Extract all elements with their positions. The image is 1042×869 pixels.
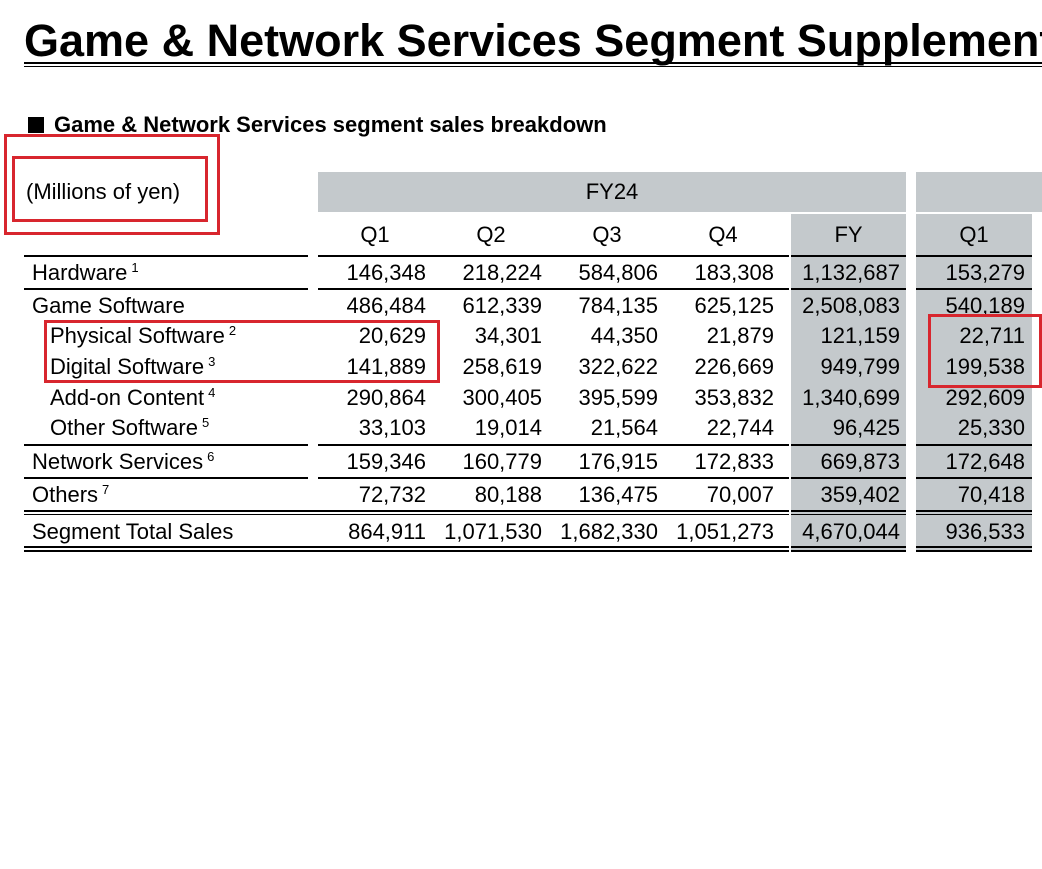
table-cell-q3: 584,806 [578,260,658,285]
table-cell-q1: 146,348 [346,260,426,285]
total-rule-bottom-2 [24,550,1032,552]
col-header-q4: Q4 [708,222,738,247]
table-cell-q3: 176,915 [578,449,658,474]
table-cell-q1: 864,911 [348,519,426,544]
table-cell-next-q1: 25,330 [957,415,1025,440]
group-header-fy24: FY24 [585,179,639,204]
row-rule [318,288,1032,290]
table-cell-q4: 70,007 [706,482,774,507]
total-rule-top [24,510,1032,512]
annotation-box-physical-digital-q1 [44,320,440,383]
page-title: Game & Network Services Segment Suppleme… [24,15,1042,66]
table-cell-q2: 612,339 [462,293,542,318]
table-cell-q4: 183,308 [694,260,774,285]
row-label-other-software: Other Software 5 [50,415,210,440]
next-group-band [916,172,1042,212]
col-header-next-q1: Q1 [959,222,989,247]
col-header-q1: Q1 [360,222,390,247]
annotation-box-inner-units [12,156,208,222]
table-cell-q2: 160,779 [462,449,542,474]
table-cell-q1: 20,629 [358,323,426,348]
table-cell-fy: 2,508,083 [802,293,900,318]
table-cell-fy: 1,132,687 [802,260,900,285]
table-cell-q1: 290,864 [346,385,426,410]
table-cell-fy: 1,340,699 [802,385,900,410]
square-bullet-icon [28,117,44,133]
table-cell-fy: 96,425 [832,415,900,440]
table-cell-q2: 19,014 [474,415,542,440]
table-cell-fy: 121,159 [820,323,900,348]
table-cell-q3: 395,599 [578,385,658,410]
row-label-segment-total: Segment Total Sales [32,519,234,544]
table-cell-next-q1: 540,189 [945,293,1025,318]
table-cell-fy: 359,402 [820,482,900,507]
row-rule [24,477,308,479]
annotation-box-outer-units [4,134,220,235]
table-cell-q1: 141,889 [346,354,426,379]
table-cell-q3: 1,682,330 [560,519,658,544]
table-cell-fy: 949,799 [820,354,900,379]
row-label-physical-software: Physical Software 2 [50,323,237,348]
table-cell-q4: 625,125 [694,293,774,318]
table-cell-q2: 1,071,530 [444,519,542,544]
table-cell-next-q1: 172,648 [945,449,1025,474]
row-label-digital-software: Digital Software 3 [50,354,216,379]
row-rule [24,255,308,257]
title-underline-thin [24,66,1042,67]
row-label-game-software: Game Software [32,293,185,318]
row-label-add-on-content: Add-on Content 4 [50,385,216,410]
col-header-fy: FY [834,222,863,247]
table-cell-q4: 172,833 [694,449,774,474]
table-cell-fy: 669,873 [820,449,900,474]
table-cell-q3: 44,350 [590,323,658,348]
title-underline [24,62,1042,64]
table-cell-next-q1: 22,711 [959,323,1025,348]
table-cell-q3: 322,622 [578,354,658,379]
next-q1-column-band [916,214,1032,550]
table-cell-next-q1: 70,418 [957,482,1025,507]
table-cell-q2: 80,188 [474,482,542,507]
row-label-others: Others 7 [32,482,110,507]
units-label: (Millions of yen) [26,179,181,204]
table-cell-q2: 258,619 [462,354,542,379]
row-rule [318,255,1032,257]
table-cell-q4: 353,832 [694,385,774,410]
table-cell-next-q1: 936,533 [945,519,1025,544]
table-cell-next-q1: 292,609 [945,385,1025,410]
section-title-text: Game & Network Services segment sales br… [54,112,607,137]
table-cell-q4: 226,669 [694,354,774,379]
table-cell-q2: 218,224 [462,260,542,285]
row-label-hardware: Hardware 1 [32,260,139,285]
total-rule-bottom [24,546,1032,548]
table-cell-q4: 21,879 [706,323,774,348]
table-cell-q1: 72,732 [358,482,426,507]
row-rule [318,477,1032,479]
fy24-group-band [318,172,906,212]
table-cell-q4: 22,744 [706,415,774,440]
total-rule-top-thin [24,514,1032,515]
row-label-network-services: Network Services 6 [32,449,215,474]
row-rule [24,444,308,446]
table-cell-q1: 33,103 [358,415,426,440]
table-cell-q2: 300,405 [462,385,542,410]
table-cell-q2: 34,301 [474,323,542,348]
row-rule [318,444,1032,446]
column-separator [789,214,791,552]
annotation-box-next-q1 [928,314,1042,388]
section-title: Game & Network Services segment sales br… [28,112,607,138]
col-header-q2: Q2 [476,222,506,247]
table-cell-q1: 159,346 [346,449,426,474]
table-cell-q3: 784,135 [578,293,658,318]
table-cell-q1: 486,484 [346,293,426,318]
table-cell-next-q1: 199,538 [945,354,1025,379]
table-cell-q3: 21,564 [590,415,658,440]
table-cell-fy: 4,670,044 [802,519,900,544]
fy-column-band [791,214,906,550]
row-rule [24,288,308,290]
col-header-q3: Q3 [592,222,622,247]
table-cell-q3: 136,475 [578,482,658,507]
table-cell-next-q1: 153,279 [945,260,1025,285]
column-separator [906,214,916,552]
table-cell-q4: 1,051,273 [676,519,774,544]
